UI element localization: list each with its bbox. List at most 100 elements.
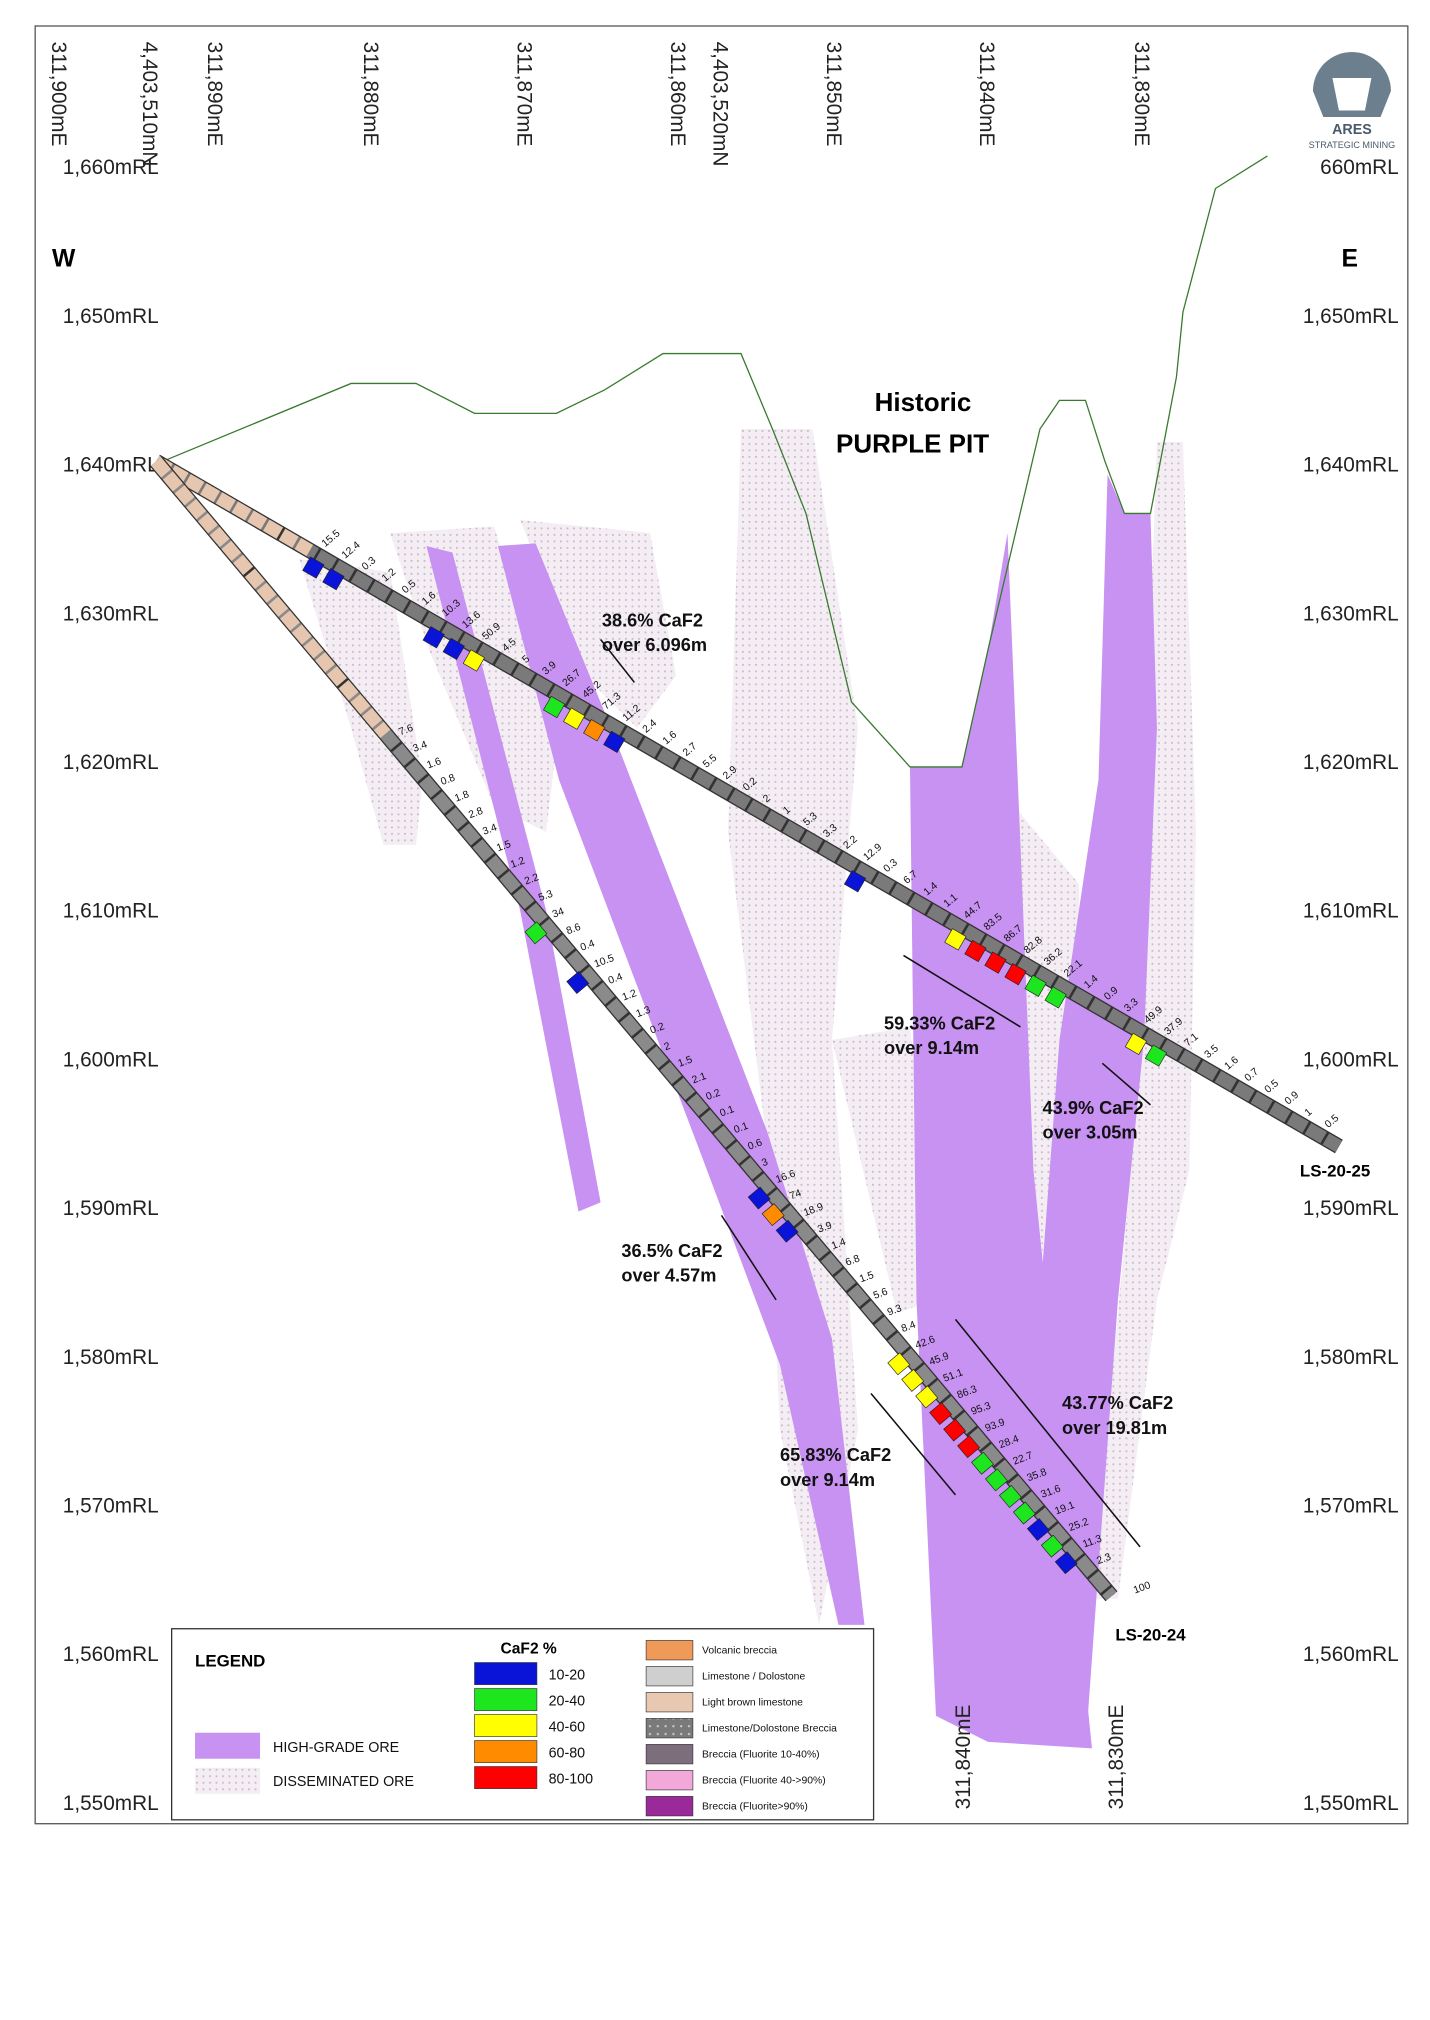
assay-label: 2 — [663, 1041, 672, 1053]
intercept-grade: 36.5% CaF2 — [621, 1241, 722, 1261]
assay-label: 1.5 — [495, 839, 513, 854]
assay-label: 0.1 — [719, 1104, 737, 1119]
intercept-line — [599, 639, 636, 683]
grade-box — [943, 1418, 967, 1442]
topography — [162, 155, 1268, 768]
grade-box — [747, 1186, 771, 1210]
legend-grade-swatch — [474, 1766, 538, 1789]
legend-label: DISSEMINATED ORE — [273, 1774, 414, 1790]
legend-litho-label: Limestone/Dolostone Breccia — [702, 1723, 837, 1734]
intercept-length: over 9.14m — [780, 1470, 875, 1490]
logo-subtitle: STRATEGIC MINING — [1309, 140, 1396, 150]
legend-subtitle: CaF2 % — [501, 1640, 557, 1657]
assay-label: 0.1 — [732, 1121, 750, 1136]
grade-box — [984, 951, 1007, 974]
assay-label: 9.3 — [886, 1303, 904, 1318]
elevation-label: 1,550mRL — [63, 1792, 159, 1815]
assay-label: 2.2 — [523, 872, 541, 887]
easting-label: 311,880mE — [359, 42, 382, 147]
legend-litho-label: Breccia (Fluorite 10-40%) — [702, 1749, 820, 1760]
assay-label: 0.6 — [746, 1137, 764, 1152]
assay-label: 1 — [1303, 1107, 1315, 1119]
legend-litho-label: Breccia (Fluorite>90%) — [702, 1801, 808, 1812]
grade-box — [1144, 1044, 1168, 1067]
intercept-line — [903, 954, 1021, 1028]
assay-label: 1.4 — [830, 1237, 848, 1252]
elevation-label: 1,610mRL — [63, 900, 159, 923]
west-label: W — [52, 245, 76, 272]
elevation-label: 1,640mRL — [63, 454, 159, 477]
grade-box — [1004, 963, 1027, 986]
assay-label: 3 — [760, 1157, 769, 1169]
grade-box — [563, 707, 586, 730]
intercept-length: over 19.81m — [1062, 1418, 1167, 1438]
intercept-grade: 43.9% CaF2 — [1043, 1098, 1144, 1118]
legend-swatch — [195, 1732, 261, 1759]
drill-hole-upper — [152, 455, 314, 557]
elevation-label: 1,630mRL — [63, 602, 159, 625]
assay-label: 1.2 — [621, 988, 639, 1003]
easting-label: 4,403,510mN — [138, 42, 161, 167]
assay-label: 2.8 — [467, 806, 485, 821]
assay-label: 2 — [761, 793, 773, 805]
legend-title: LEGEND — [195, 1651, 265, 1670]
assay-label: 1 — [781, 805, 793, 817]
elevation-label: 1,590mRL — [1303, 1197, 1399, 1220]
legend-grade-label: 10-20 — [549, 1667, 586, 1683]
elevation-label: 1,590mRL — [63, 1197, 159, 1220]
intercept-length: over 4.57m — [621, 1266, 716, 1286]
intercept-grade: 59.33% CaF2 — [884, 1013, 995, 1033]
pit-label: Historic — [875, 387, 972, 417]
elevation-label: 1,640mRL — [1303, 454, 1399, 477]
pit-label: PURPLE PIT — [836, 428, 989, 458]
grade-box — [761, 1203, 785, 1227]
grade-box — [957, 1435, 981, 1459]
legend-litho-swatch — [645, 1796, 694, 1817]
grade-box — [462, 649, 485, 672]
grade-box — [524, 921, 548, 945]
grade-box — [566, 971, 590, 994]
elevation-label: 1,580mRL — [1303, 1346, 1399, 1369]
legend-swatch — [195, 1767, 261, 1794]
legend-litho-label: Volcanic breccia — [702, 1645, 777, 1656]
assay-label: 1.3 — [635, 1005, 653, 1020]
legend-litho-swatch — [645, 1718, 694, 1739]
easting-label: 311,840mE — [975, 42, 998, 147]
easting-label: 311,830mE — [1130, 42, 1153, 147]
assay-label: 34 — [551, 906, 566, 920]
legend: LEGEND HIGH-GRADE ORE DISSEMINATED ORE C… — [171, 1628, 875, 1821]
elevation-label: 1,630mRL — [1303, 602, 1399, 625]
assay-label: 1.8 — [453, 789, 471, 804]
elevation-label: 1,600mRL — [1303, 1048, 1399, 1071]
elevation-label: 1,620mRL — [63, 751, 159, 774]
grade-box — [1040, 1534, 1064, 1558]
legend-grade-swatch — [474, 1740, 538, 1763]
assay-label: 5.6 — [872, 1286, 890, 1301]
legend-litho-label: Light brown limestone — [702, 1697, 803, 1708]
drill-hole-core — [152, 455, 1343, 1153]
elevation-label: 1,610mRL — [1303, 900, 1399, 923]
legend-litho-label: Breccia (Fluorite 40->90%) — [702, 1775, 826, 1786]
assay-label: 6.8 — [844, 1253, 862, 1268]
intercept-length: over 3.05m — [1043, 1123, 1138, 1143]
elevation-label: 660mRL — [1320, 156, 1399, 179]
easting-label: 311,870mE — [512, 42, 535, 147]
assay-label: 2.3 — [1095, 1552, 1113, 1567]
frame — [34, 25, 1409, 1825]
grade-box — [929, 1402, 953, 1425]
drill-hole-upper — [151, 457, 391, 738]
elevation-label: 1,650mRL — [1303, 305, 1399, 328]
grade-box — [887, 1352, 911, 1376]
grade-box — [442, 637, 465, 660]
intercept-length: over 9.14m — [884, 1038, 979, 1058]
grade-box — [915, 1385, 939, 1409]
assay-label: 0.8 — [439, 773, 457, 788]
assay-label: 5 — [521, 654, 533, 666]
grade-box — [1044, 986, 1067, 1009]
intercept-grade: 38.6% CaF2 — [602, 611, 703, 631]
elevation-label: 1,550mRL — [1303, 1792, 1399, 1815]
grade-box — [422, 626, 445, 649]
logo: ARES STRATEGIC MINING — [1309, 51, 1396, 150]
grade-box — [302, 556, 325, 579]
